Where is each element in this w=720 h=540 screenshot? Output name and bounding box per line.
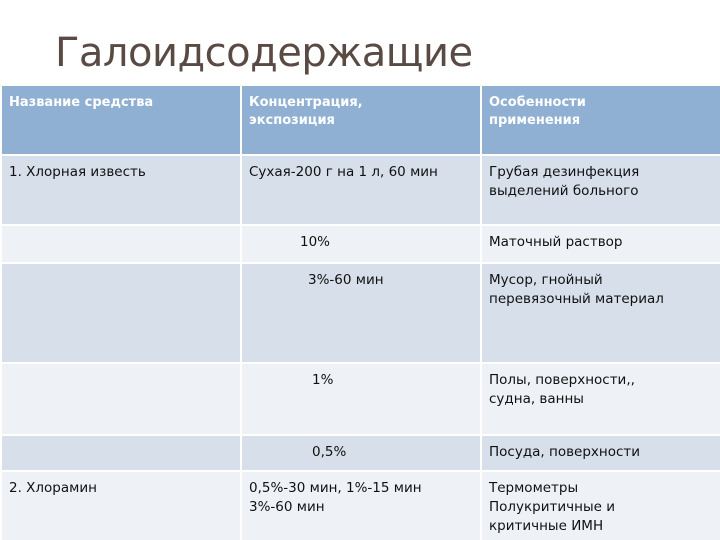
features-line: перевязочный материал [489, 291, 664, 307]
table-row: 0,5% Посуда, поверхности [0, 434, 720, 471]
cell-name [0, 362, 241, 435]
features-line: Мусор, гнойный [489, 272, 603, 288]
features-line: Посуда, поверхности [489, 444, 641, 460]
table-row: 1% Полы, поверхности,, судна, ванны [0, 362, 720, 435]
disinfectant-table-container: Название средства Концентрация, экспозиц… [0, 84, 720, 540]
cell-concentration: 0,5% [240, 434, 481, 471]
table-row: 3%-60 мин Мусор, гнойный перевязочный ма… [0, 262, 720, 363]
cell-concentration: 3%-60 мин [240, 262, 481, 363]
header-name-text: Название средства [9, 95, 154, 110]
concentration-line: 10% [300, 234, 331, 250]
features-line: Полукритичные и [489, 499, 615, 515]
features-line: выделений больного [489, 183, 639, 199]
disinfectant-table: Название средства Концентрация, экспозиц… [0, 84, 720, 540]
features-line: судна, ванны [489, 391, 584, 407]
features-line: Маточный раствор [489, 234, 623, 250]
header-concentration-text: Концентрация, экспозиция [249, 95, 363, 128]
features-line: Грубая дезинфекция [489, 164, 640, 180]
cell-name: 1. Хлорная известь [0, 154, 241, 225]
features-line: Термометры [489, 480, 579, 496]
cell-concentration: 1% [240, 362, 481, 435]
cell-features: Посуда, поверхности [480, 434, 720, 471]
table-header-row: Название средства Концентрация, экспозиц… [0, 84, 720, 156]
cell-features: Грубая дезинфекция выделений больного [480, 154, 720, 225]
cell-concentration: Сухая-200 г на 1 л, 60 мин [240, 154, 481, 225]
header-features: Особенности применения [480, 84, 720, 156]
cell-features: Термометры Полукритичные и критичные ИМН [480, 470, 720, 540]
cell-name [0, 434, 241, 471]
cell-concentration: 0,5%-30 мин, 1%-15 мин 3%-60 мин [240, 470, 481, 540]
header-name: Название средства [0, 84, 241, 156]
features-line: Полы, поверхности,, [489, 372, 635, 388]
cell-features: Полы, поверхности,, судна, ванны [480, 362, 720, 435]
cell-name [0, 262, 241, 363]
cell-concentration: 10% [240, 224, 481, 263]
cell-features: Мусор, гнойный перевязочный материал [480, 262, 720, 363]
features-line: критичные ИМН [489, 518, 604, 534]
table-row: 1. Хлорная известь Сухая-200 г на 1 л, 6… [0, 154, 720, 225]
slide-title: Галоидсодержащие [55, 30, 473, 76]
cell-features: Маточный раствор [480, 224, 720, 263]
table-row: 2. Хлорамин 0,5%-30 мин, 1%-15 мин 3%-60… [0, 470, 720, 540]
concentration-line: 0,5% [312, 444, 347, 460]
concentration-line: 1% [312, 372, 334, 388]
concentration-line: 3%-60 мин [308, 272, 384, 288]
header-concentration: Концентрация, экспозиция [240, 84, 481, 156]
concentration-line: Сухая-200 г на 1 л, 60 мин [249, 164, 438, 180]
table-row: 10% Маточный раствор [0, 224, 720, 263]
concentration-line: 3%-60 мин [249, 499, 325, 515]
cell-name [0, 224, 241, 263]
cell-name: 2. Хлорамин [0, 470, 241, 540]
concentration-line: 0,5%-30 мин, 1%-15 мин [249, 480, 422, 496]
header-features-text: Особенности применения [489, 95, 586, 128]
